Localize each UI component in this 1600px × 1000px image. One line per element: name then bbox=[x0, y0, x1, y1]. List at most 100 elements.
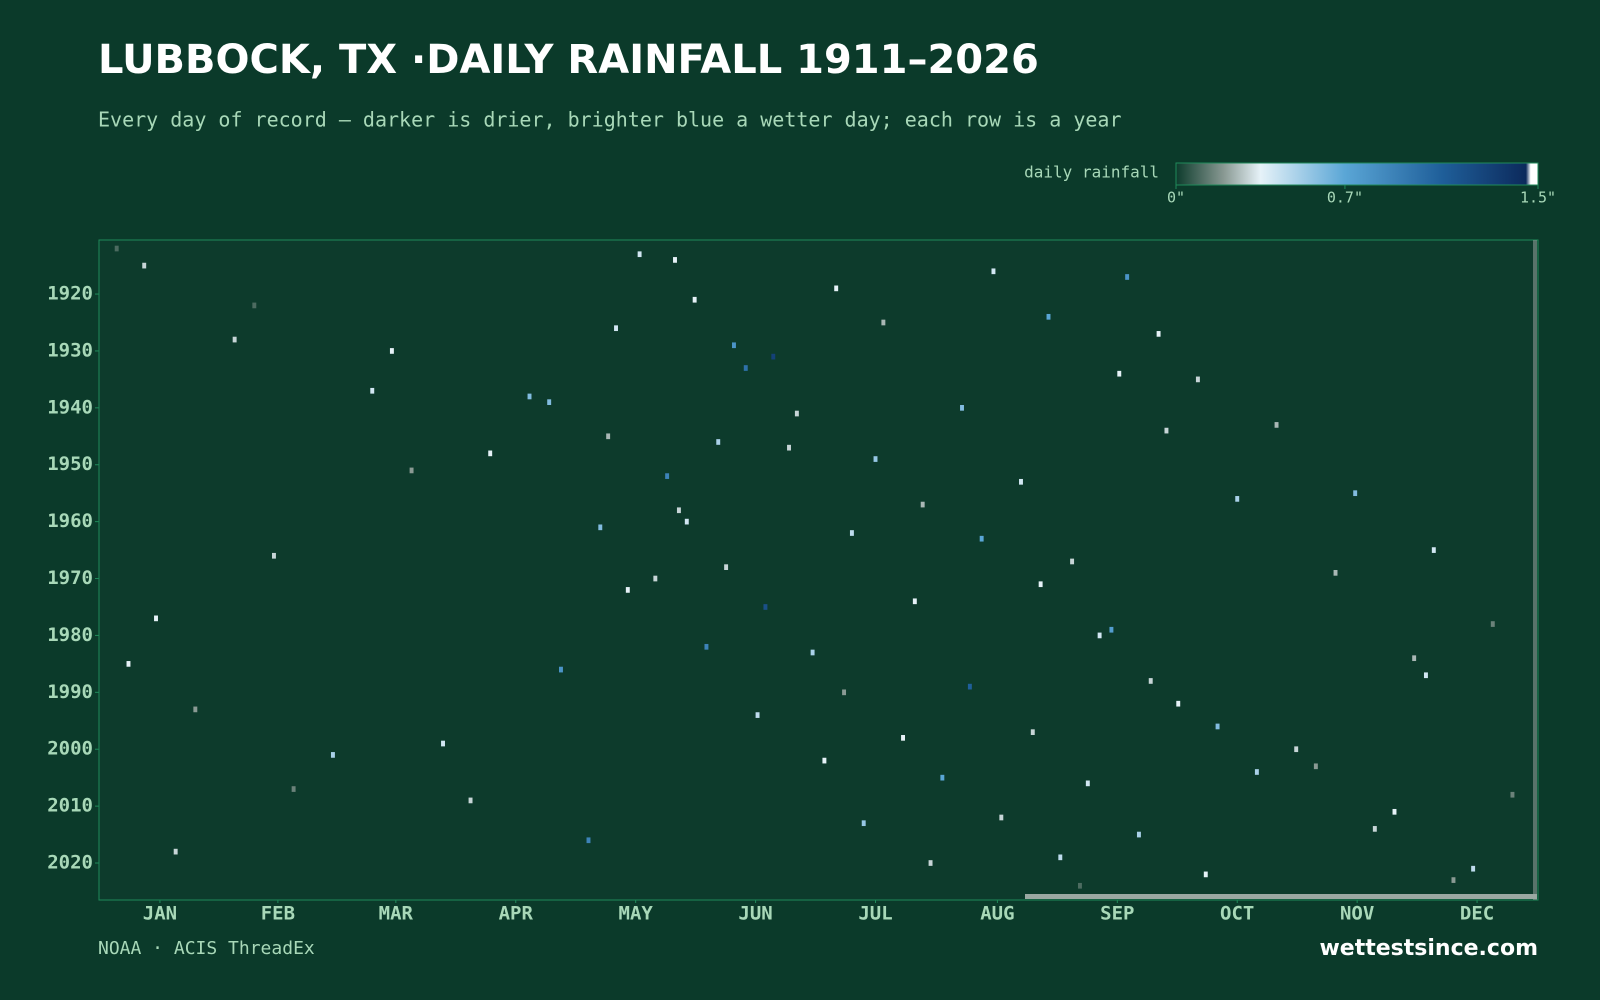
x-tick-label: NOV bbox=[1340, 903, 1374, 925]
cell bbox=[559, 666, 563, 673]
source: NOAA · ACIS ThreadEx bbox=[98, 938, 315, 959]
y-tick-label: 1940 bbox=[47, 396, 93, 418]
cell bbox=[625, 587, 630, 593]
cell bbox=[1038, 581, 1043, 588]
cell bbox=[193, 706, 198, 713]
cell bbox=[960, 405, 964, 411]
cell bbox=[861, 820, 866, 827]
cell bbox=[271, 552, 276, 559]
cell bbox=[547, 399, 552, 405]
cell bbox=[991, 268, 996, 275]
colorbar-tick-label: 0.7" bbox=[1327, 189, 1363, 207]
cell bbox=[114, 245, 119, 252]
missing-day-column bbox=[1533, 240, 1537, 900]
y-tick-label: 2020 bbox=[47, 852, 93, 874]
cell bbox=[1313, 763, 1318, 770]
cell bbox=[940, 774, 945, 781]
cell bbox=[1471, 865, 1476, 872]
cell bbox=[1176, 700, 1181, 707]
cell bbox=[1058, 854, 1063, 861]
cell bbox=[527, 393, 532, 400]
x-tick-label: DEC bbox=[1460, 903, 1494, 925]
cell bbox=[755, 712, 760, 718]
y-tick-label: 1960 bbox=[47, 510, 93, 532]
cell bbox=[834, 285, 839, 292]
colorbar bbox=[1175, 162, 1539, 186]
x-tick-label: FEB bbox=[261, 903, 295, 925]
cell bbox=[1510, 791, 1515, 798]
cell bbox=[1070, 558, 1075, 565]
cell bbox=[409, 467, 414, 474]
cell bbox=[1235, 496, 1240, 502]
cell bbox=[1125, 274, 1130, 280]
cell bbox=[1215, 723, 1220, 730]
cell bbox=[1392, 808, 1397, 815]
cell bbox=[979, 535, 984, 542]
cell bbox=[1019, 478, 1023, 485]
colorbar-label: daily rainfall bbox=[1024, 163, 1159, 182]
x-tick-label: APR bbox=[499, 903, 534, 925]
y-tick-label: 2000 bbox=[47, 738, 93, 760]
cell bbox=[794, 410, 799, 417]
cell bbox=[763, 604, 768, 610]
cell bbox=[849, 530, 854, 536]
cell bbox=[637, 251, 642, 258]
cell bbox=[1274, 422, 1279, 428]
cell bbox=[1372, 826, 1377, 832]
cell bbox=[842, 689, 847, 696]
cell bbox=[665, 473, 670, 479]
cell bbox=[901, 735, 905, 741]
cell bbox=[1431, 547, 1436, 553]
colorbar-tick-label: 0" bbox=[1167, 189, 1185, 207]
cell bbox=[1164, 427, 1169, 434]
y-tick-label: 1950 bbox=[47, 453, 93, 475]
cell bbox=[692, 296, 697, 303]
cell bbox=[653, 575, 658, 582]
plot-area bbox=[98, 239, 1539, 901]
cell bbox=[488, 450, 493, 457]
cell bbox=[1423, 672, 1428, 679]
x-tick-label: SEP bbox=[1100, 903, 1134, 925]
subtitle: Every day of record — darker is drier, b… bbox=[98, 108, 1122, 132]
cell bbox=[920, 501, 925, 508]
y-tick-label: 1990 bbox=[47, 681, 93, 703]
cell bbox=[1077, 882, 1082, 889]
cell bbox=[1109, 626, 1114, 633]
cell bbox=[928, 860, 933, 866]
cell bbox=[330, 752, 335, 758]
cell bbox=[1203, 871, 1208, 878]
cell bbox=[173, 848, 178, 855]
x-tick-label: JUN bbox=[738, 903, 772, 925]
y-tick-label: 2010 bbox=[47, 795, 93, 817]
cell bbox=[370, 387, 375, 394]
cell bbox=[232, 336, 237, 343]
cell bbox=[1085, 780, 1090, 787]
y-tick-label: 1920 bbox=[47, 283, 93, 305]
cell bbox=[252, 302, 257, 309]
cell bbox=[1046, 313, 1051, 320]
cell bbox=[1156, 331, 1161, 337]
cell bbox=[1333, 570, 1338, 576]
y-tick-label: 1970 bbox=[47, 567, 93, 589]
x-tick-label: MAR bbox=[379, 903, 414, 925]
cell bbox=[1294, 746, 1299, 753]
cell bbox=[142, 262, 147, 269]
cell bbox=[1097, 632, 1102, 639]
cell bbox=[1490, 621, 1495, 627]
cell bbox=[598, 524, 603, 531]
cell bbox=[873, 456, 878, 462]
cell bbox=[881, 319, 886, 326]
x-tick-label: AUG bbox=[980, 903, 1014, 925]
cell bbox=[1254, 769, 1259, 775]
cell bbox=[967, 683, 972, 690]
cell bbox=[822, 757, 827, 764]
x-tick-label: JUL bbox=[858, 903, 892, 925]
cell bbox=[724, 564, 729, 570]
cell bbox=[999, 814, 1004, 821]
cell bbox=[716, 439, 721, 445]
cell bbox=[743, 365, 748, 371]
cell bbox=[1148, 678, 1153, 684]
y-tick-label: 1930 bbox=[47, 339, 93, 361]
cell bbox=[389, 348, 394, 354]
